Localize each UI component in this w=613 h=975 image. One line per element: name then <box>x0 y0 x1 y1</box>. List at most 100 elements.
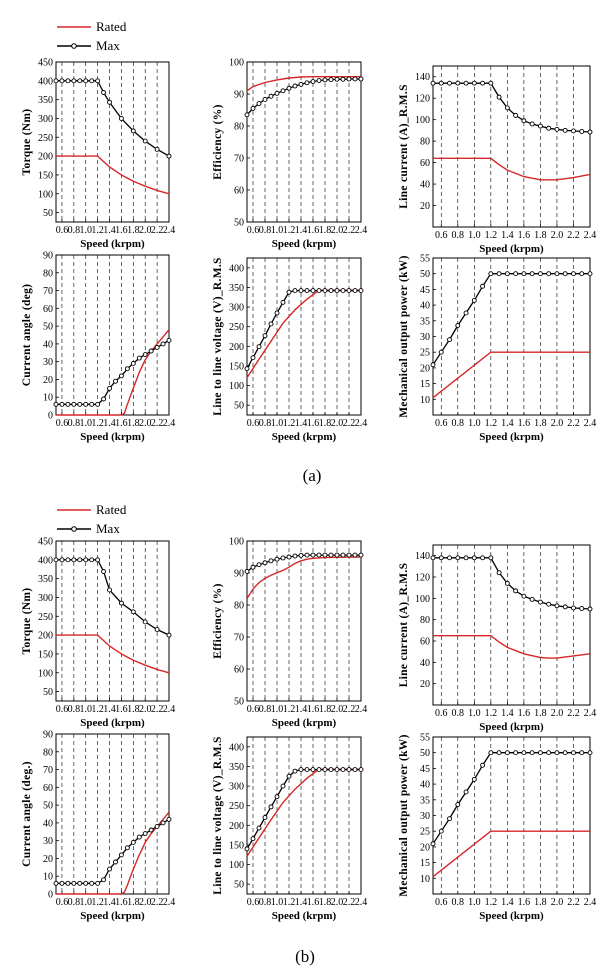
x-tick-label-torque-b-2: 1.0 <box>79 704 92 715</box>
chart-line-voltage-a: 0.6 0.8 1.0 1.2 1.4 1.6 1.8 2.0 2.2 2.4 50 100 150 20… <box>212 257 367 443</box>
point-max-line-current-a-16 <box>562 127 568 133</box>
y-tick-label-torque-b-2: 150 <box>38 649 53 660</box>
x-tick-label-line-voltage-a-2: 1.0 <box>271 418 284 429</box>
y-axis-label-line-current-a: Line current (A)_R.M.S <box>398 84 410 209</box>
point-max-torque-a-12 <box>142 138 148 144</box>
point-max-line-voltage-a-10 <box>304 288 310 294</box>
y-tick-label-line-voltage-b-6: 350 <box>229 762 244 773</box>
x-tick-label-current-angle-a-5: 1.6 <box>115 418 128 429</box>
point-max-torque-b-1 <box>59 557 65 563</box>
point-max-current-angle-a-12 <box>124 366 130 372</box>
x-axis-label-line-current-a: Speed (krpm) <box>479 243 544 255</box>
point-max-line-current-a-19 <box>587 129 593 135</box>
x-tick-label-current-angle-b-7: 2.0 <box>139 897 152 908</box>
x-tick-label-efficiency-b-2: 1.0 <box>271 704 284 715</box>
point-max-current-angle-a-4 <box>77 401 83 407</box>
x-tick-label-output-power-b-3: 1.2 <box>485 897 498 908</box>
y-tick-label-line-current-a-0: 20 <box>420 201 430 212</box>
y-tick-label-torque-b-5: 300 <box>38 593 53 604</box>
x-tick-label-efficiency-a-5: 1.6 <box>307 225 320 236</box>
point-max-current-angle-b-4 <box>77 880 83 886</box>
series-rated-output-power-a <box>432 351 590 399</box>
x-axis-label-current-angle-b: Speed (krpm) <box>80 910 145 922</box>
point-max-line-current-a-0 <box>430 80 436 86</box>
y-tick-label-current-angle-a-1: 10 <box>43 393 53 404</box>
point-max-torque-b-10 <box>118 600 124 606</box>
x-tick-label-line-current-a-9: 2.4 <box>584 230 597 241</box>
plot-frame-torque-b <box>55 540 170 702</box>
point-max-current-angle-a-9 <box>107 385 112 391</box>
y-tick-label-output-power-b-2: 20 <box>420 842 430 853</box>
y-axis-label-line-current-b: Line current (A)_R.M.S <box>398 563 410 688</box>
point-max-torque-a-11 <box>130 128 136 134</box>
x-tick-label-efficiency-b-3: 1.2 <box>283 704 296 715</box>
point-max-efficiency-b-2 <box>256 562 262 568</box>
x-axis-label-current-angle-a: Speed (krpm) <box>80 431 145 443</box>
x-tick-label-line-current-a-7: 2.0 <box>551 230 564 241</box>
x-tick-label-line-current-b-8: 2.2 <box>567 708 580 719</box>
y-tick-label-current-angle-a-3: 30 <box>43 357 53 368</box>
point-max-output-power-b-8 <box>496 750 502 756</box>
y-tick-label-output-power-a-7: 45 <box>420 285 430 296</box>
y-tick-label-line-current-b-6: 140 <box>415 551 430 562</box>
point-max-output-power-a-15 <box>554 271 560 277</box>
y-tick-label-efficiency-b-2: 70 <box>234 633 244 644</box>
point-max-efficiency-a-15 <box>334 76 340 82</box>
x-tick-label-efficiency-a-1: 0.8 <box>259 225 272 236</box>
point-max-efficiency-b-19 <box>358 552 364 558</box>
x-axis-label-output-power-a: Speed (krpm) <box>479 431 544 443</box>
point-max-output-power-a-9 <box>504 271 510 277</box>
point-max-line-voltage-b-12 <box>316 767 322 773</box>
x-tick-label-line-current-b-1: 0.8 <box>452 708 465 719</box>
point-max-torque-a-6 <box>89 78 95 84</box>
point-max-torque-b-6 <box>89 557 95 563</box>
y-tick-label-current-angle-a-0: 0 <box>48 411 53 422</box>
series-rated-output-power-b <box>432 830 590 878</box>
y-tick-label-efficiency-b-5: 100 <box>229 537 244 548</box>
point-max-current-angle-a-5 <box>83 401 89 407</box>
y-tick-label-current-angle-b-0: 0 <box>48 890 53 901</box>
y-axis-label-efficiency-b: Efficiency (%) <box>212 583 224 658</box>
point-max-current-angle-a-17 <box>154 344 160 350</box>
x-tick-label-line-current-a-5: 1.6 <box>518 230 531 241</box>
point-max-line-current-a-6 <box>480 80 486 86</box>
x-tick-label-output-power-b-5: 1.6 <box>518 897 531 908</box>
x-tick-label-line-current-a-2: 1.0 <box>468 230 481 241</box>
y-tick-label-efficiency-a-0: 50 <box>234 218 244 229</box>
point-max-output-power-b-6 <box>480 762 486 768</box>
x-tick-label-current-angle-a-3: 1.2 <box>91 418 104 429</box>
point-max-current-angle-a-1 <box>59 401 65 407</box>
y-tick-label-output-power-a-8: 50 <box>420 269 430 280</box>
legend-b-max-label: Max <box>96 521 120 536</box>
point-max-line-current-a-9 <box>504 105 510 111</box>
point-max-line-current-b-10 <box>513 588 519 594</box>
x-axis-label-efficiency-a: Speed (krpm) <box>272 238 337 250</box>
point-max-efficiency-b-16 <box>340 552 346 558</box>
x-tick-label-efficiency-a-2: 1.0 <box>271 225 284 236</box>
point-max-efficiency-b-0 <box>244 568 250 574</box>
x-tick-label-line-voltage-b-9: 2.4 <box>355 897 368 908</box>
point-max-torque-a-3 <box>71 78 77 84</box>
point-max-output-power-a-4 <box>463 310 469 316</box>
x-tick-label-line-current-b-0: 0.6 <box>435 708 448 719</box>
legend-a-max-label: Max <box>96 38 120 53</box>
point-max-line-current-a-14 <box>546 125 552 131</box>
point-max-line-current-b-15 <box>554 603 560 609</box>
point-max-torque-b-4 <box>77 557 83 563</box>
point-max-torque-a-8 <box>101 90 107 95</box>
x-tick-label-output-power-b-0: 0.6 <box>435 897 448 908</box>
point-max-current-angle-b-14 <box>136 834 142 840</box>
point-max-efficiency-a-1 <box>250 105 256 111</box>
x-tick-label-torque-a-3: 1.2 <box>91 225 104 236</box>
point-max-current-angle-b-9 <box>107 866 112 872</box>
point-max-line-voltage-a-12 <box>316 288 322 294</box>
point-max-line-voltage-b-2 <box>256 825 262 831</box>
point-max-line-voltage-a-2 <box>256 344 262 350</box>
y-tick-label-torque-a-5: 300 <box>38 114 53 125</box>
chart-efficiency-b: 0.6 0.8 1.0 1.2 1.4 1.6 1.8 2.0 2.2 2.4 50 60 70 80 90… <box>212 537 367 730</box>
point-max-output-power-a-10 <box>513 271 519 277</box>
point-max-current-angle-b-8 <box>101 877 107 883</box>
point-max-efficiency-a-8 <box>292 83 298 89</box>
x-tick-label-line-current-b-3: 1.2 <box>485 708 498 719</box>
y-tick-label-torque-b-0: 50 <box>43 687 53 698</box>
